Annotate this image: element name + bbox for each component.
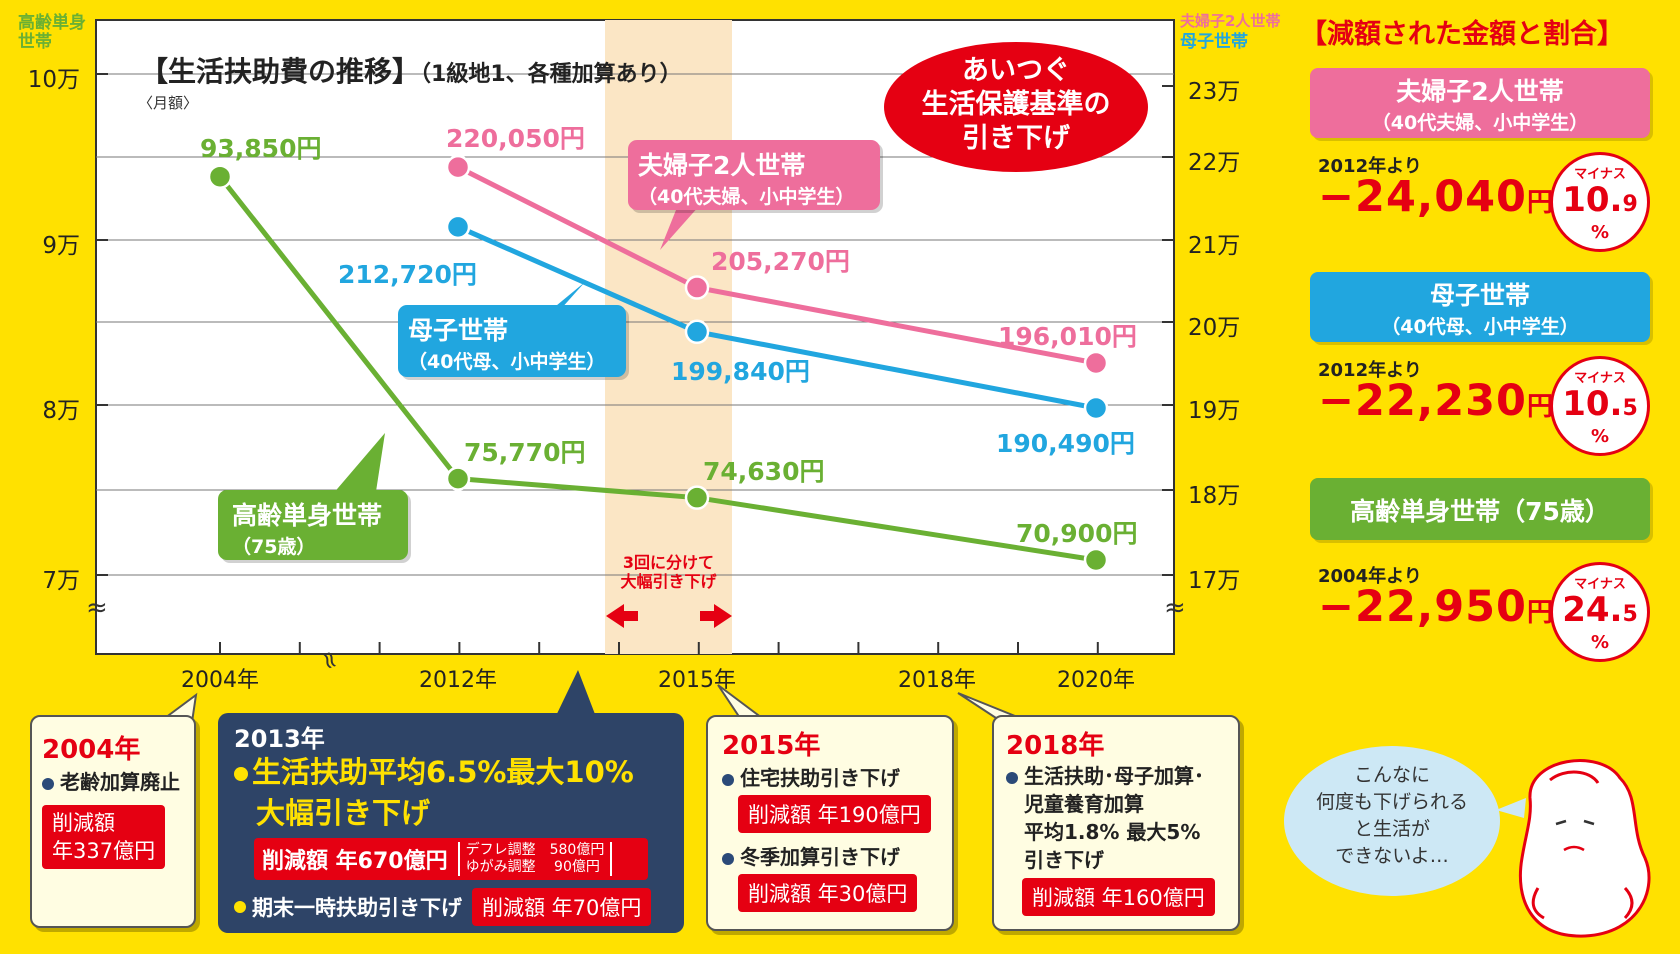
note-2018: 2018年 生活扶助･母子加算･ 児童養育加算 平均1.8% 最大5% 引き下げ… [992,715,1240,931]
series-line-2 [218,175,1097,563]
right-axis-label-couple: 夫婦子2人世帯 [1180,12,1281,30]
summary-percent-badge: マイナス 10.5% [1550,356,1650,456]
callout-tail-couple [660,205,700,250]
y-tick-label-right: 18万 [1188,483,1241,509]
y-tick-label-right: 23万 [1188,79,1241,105]
data-label: 93,850円 [200,133,322,163]
headline-bubble: あいつぐ 生活保護基準の 引き下げ [884,42,1148,172]
data-point [1083,350,1109,376]
data-label: 220,050円 [446,124,585,154]
summary-head: 母子世帯 （40代母、小中学生） [1310,272,1650,342]
summary-amount: −22,950円 [1318,582,1554,632]
right-axis-label-single-mother: 母子世帯 [1180,32,1248,52]
speech-bubble: こんなに 何度も下げられる と生活が できないよ… [1284,746,1500,896]
summary-since: 2004年より [1318,566,1422,587]
summary-head: 高齢単身世帯（75歳） [1310,478,1650,540]
y-tick-label-left: 8万 [42,398,80,424]
data-label: 70,900円 [1016,518,1138,548]
summary-percent-badge: マイナス 24.5% [1550,562,1650,662]
y-tick-label-left: 10万 [27,67,80,93]
data-label: 199,840円 [671,356,810,386]
y-tick-label-right: 20万 [1188,315,1241,341]
chart-subtitle: （1級地1、各種加算あり） [420,62,682,87]
data-point [445,466,471,491]
y-tick-label-left: 9万 [42,233,80,259]
data-point [684,485,710,510]
summary-amount: −22,230円 [1318,376,1554,426]
left-axis-label: 高齢単身 世帯 [18,13,86,52]
data-point [445,154,471,180]
note-2015: 2015年 住宅扶助引き下げ 削減額 年190億円 冬季加算引き下げ 削減額 年… [706,715,954,931]
data-point [1083,395,1109,421]
cut-period-band [605,20,732,654]
x-tick-label: 2018年 [898,668,976,693]
data-label: 205,270円 [711,246,850,276]
arrow-left-icon [606,604,638,628]
series-points [207,154,1109,573]
data-point [207,164,233,189]
data-point [684,275,710,300]
data-label: 190,490円 [996,429,1135,458]
data-label: 75,770円 [464,437,586,467]
summary-head: 夫婦子2人世帯 （40代夫婦、小中学生） [1310,68,1650,138]
x-tick-label: 2020年 [1057,668,1135,693]
y-tick-label-right: 19万 [1188,398,1241,424]
summary-title: 【減額された金額と割合】 [1300,19,1624,50]
band-note: 3回に分けて 大幅引き下げ [620,553,717,591]
data-point [445,214,471,240]
note-2013: 2013年 生活扶助平均6.5%最大10% 大幅引き下げ 削減額 年670億円 … [218,713,684,933]
unit-note: 〈月額〉 [138,94,199,112]
callout-single-mother: 母子世帯 （40代母、小中学生） [398,305,626,377]
callout-tail-elderly [332,433,385,498]
axis-break-left: ≈ [86,593,108,623]
summary-percent-badge: マイナス 10.9% [1550,152,1650,252]
y-tick-label-right: 22万 [1188,150,1241,176]
data-label: 196,010円 [998,322,1137,352]
summary-since: 2012年より [1318,156,1422,177]
chart-title: 【生活扶助費の推移】 [140,55,421,88]
y-tick-label-right: 21万 [1188,233,1241,259]
data-label: 74,630円 [703,456,825,486]
chart-title-row: 【生活扶助費の推移】（1級地1、各種加算あり） [140,50,682,90]
data-point [1083,547,1109,573]
data-point [684,319,710,345]
y-tick-label-right: 17万 [1188,568,1241,594]
arrow-right-icon [700,604,732,628]
callout-couple: 夫婦子2人世帯 （40代夫婦、小中学生） [628,140,880,210]
note-2004: 2004年 老齢加算廃止 削減額 年337億円 [30,715,196,928]
axis-break-right: ≈ [1164,593,1186,623]
y-tick-label-left: 7万 [42,568,80,594]
summary-since: 2012年より [1318,360,1422,381]
callout-elderly: 高齢単身世帯 （75歳） [218,490,408,560]
data-label: 212,720円 [338,259,477,289]
x-tick-label: 2012年 [419,668,497,693]
x-tick-label: 2004年 [181,668,259,693]
worried-character-icon [1496,759,1651,938]
summary-amount: −24,040円 [1318,172,1554,222]
